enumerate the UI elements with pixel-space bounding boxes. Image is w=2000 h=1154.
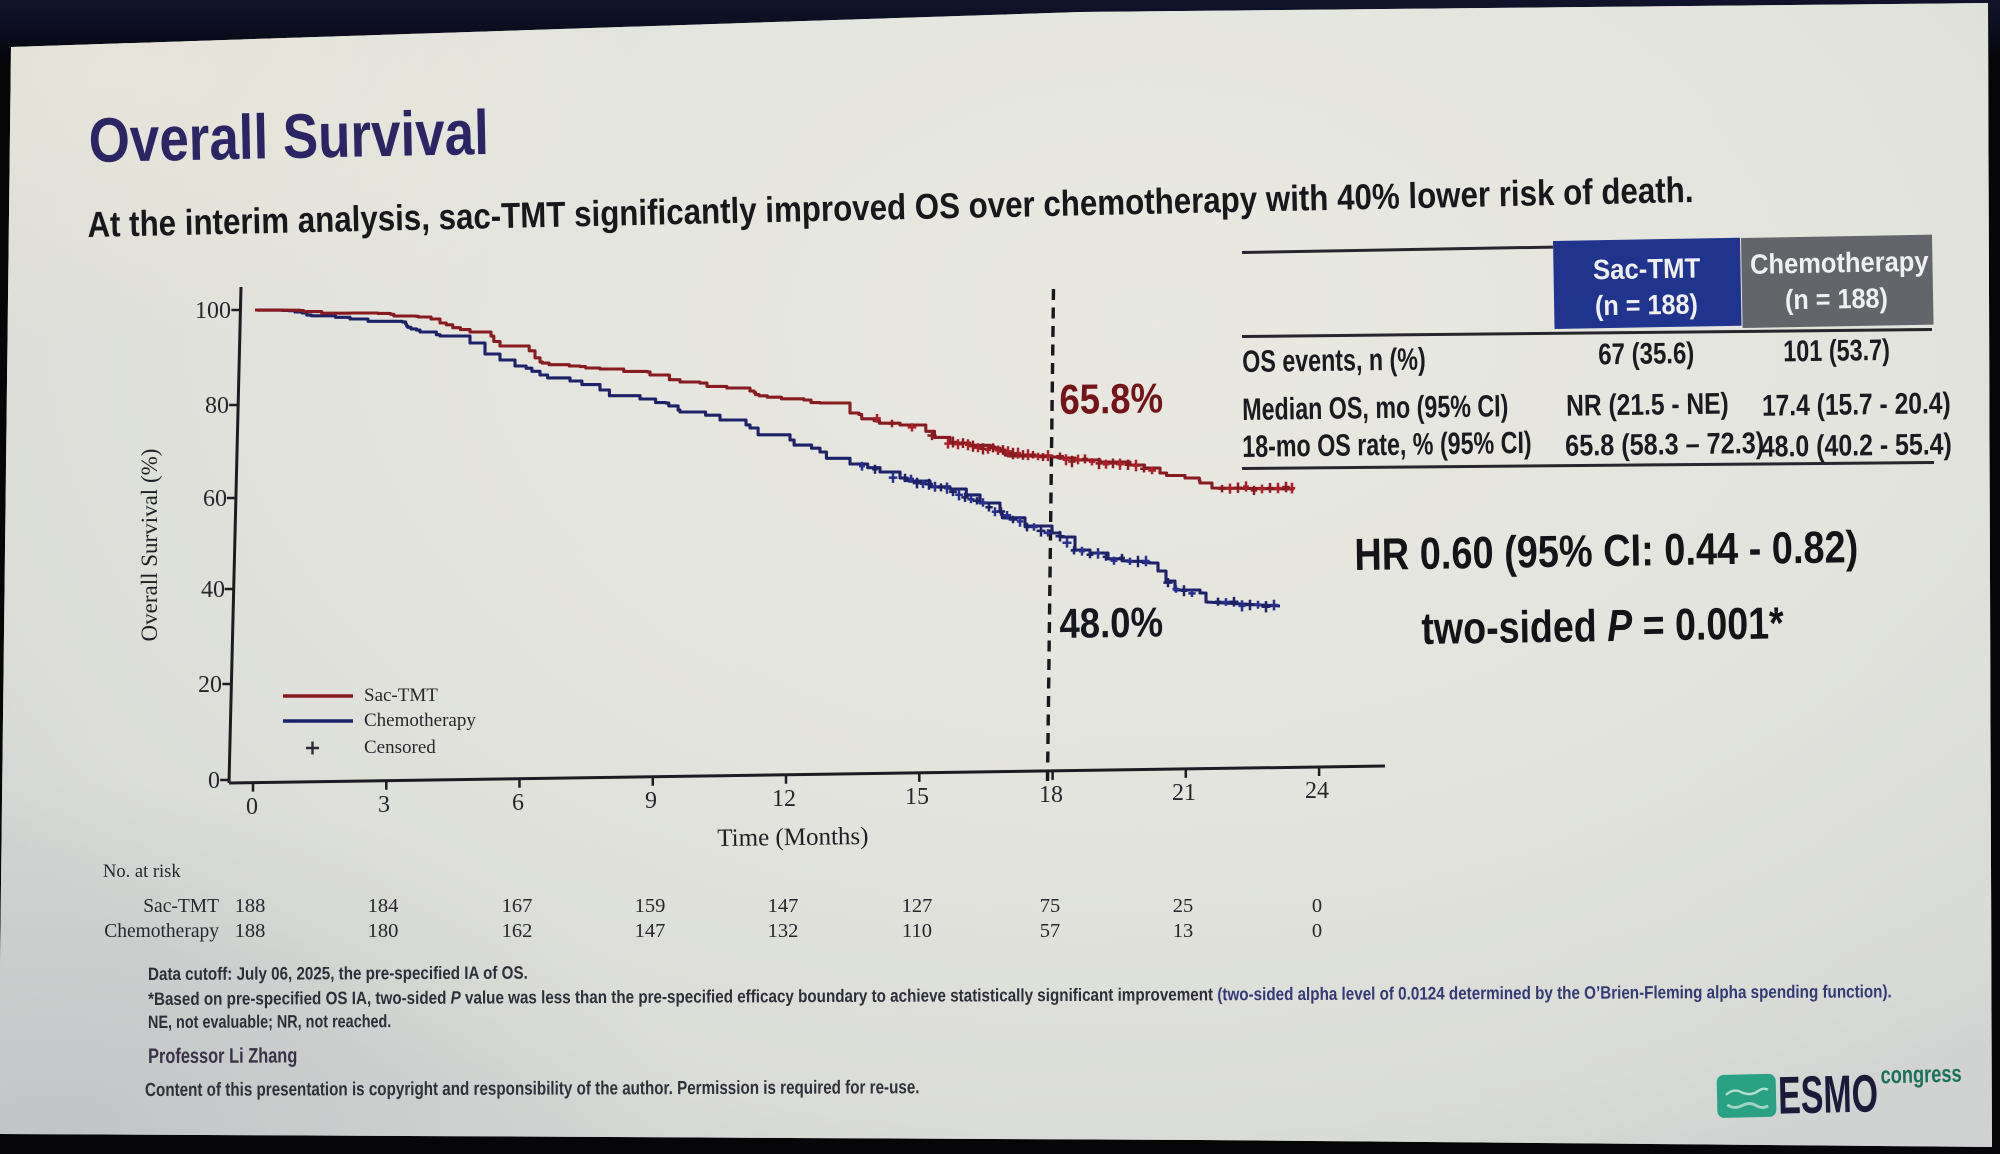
svg-text:147: 147 bbox=[768, 895, 799, 917]
svg-text:110: 110 bbox=[902, 920, 932, 942]
svg-text:40: 40 bbox=[201, 577, 225, 603]
svg-text:Sac-TMT: Sac-TMT bbox=[143, 896, 219, 917]
svg-text:60: 60 bbox=[203, 486, 227, 512]
svg-text:Time (Months): Time (Months) bbox=[717, 823, 869, 852]
svg-text:57: 57 bbox=[1040, 920, 1061, 942]
svg-text:24: 24 bbox=[1305, 778, 1329, 804]
svg-text:9: 9 bbox=[645, 788, 657, 814]
svg-text:Chemotherapy: Chemotherapy bbox=[364, 710, 476, 731]
svg-text:0: 0 bbox=[246, 794, 258, 820]
svg-text:21: 21 bbox=[1172, 780, 1196, 806]
svg-text:Censored: Censored bbox=[364, 737, 436, 758]
svg-text:20: 20 bbox=[198, 672, 222, 698]
svg-text:Sac-TMT: Sac-TMT bbox=[364, 685, 438, 706]
svg-text:75: 75 bbox=[1040, 895, 1061, 917]
svg-text:No. at risk: No. at risk bbox=[103, 862, 181, 882]
svg-text:167: 167 bbox=[502, 895, 533, 917]
svg-text:0: 0 bbox=[208, 768, 220, 794]
svg-text:184: 184 bbox=[368, 895, 399, 917]
svg-text:159: 159 bbox=[635, 895, 666, 917]
svg-text:25: 25 bbox=[1173, 895, 1194, 917]
svg-text:80: 80 bbox=[205, 393, 229, 419]
svg-text:132: 132 bbox=[768, 920, 799, 942]
svg-text:13: 13 bbox=[1173, 920, 1194, 942]
svg-text:100: 100 bbox=[195, 298, 231, 324]
svg-text:188: 188 bbox=[235, 895, 266, 917]
svg-text:162: 162 bbox=[502, 920, 533, 942]
svg-text:18: 18 bbox=[1039, 782, 1063, 808]
svg-text:6: 6 bbox=[512, 790, 524, 816]
svg-text:188: 188 bbox=[235, 920, 266, 942]
svg-text:15: 15 bbox=[905, 784, 929, 810]
svg-text:147: 147 bbox=[635, 920, 666, 942]
svg-text:0: 0 bbox=[1312, 895, 1322, 917]
svg-text:3: 3 bbox=[378, 792, 390, 818]
svg-text:Overall Survival (%): Overall Survival (%) bbox=[137, 449, 162, 642]
svg-text:12: 12 bbox=[772, 786, 796, 812]
svg-text:ESMO: ESMO bbox=[1777, 1064, 1878, 1125]
svg-text:Chemotherapy: Chemotherapy bbox=[104, 921, 219, 942]
svg-text:congress: congress bbox=[1880, 1061, 1962, 1090]
svg-text:127: 127 bbox=[902, 895, 933, 917]
svg-text:180: 180 bbox=[368, 920, 399, 942]
svg-text:0: 0 bbox=[1312, 920, 1322, 942]
